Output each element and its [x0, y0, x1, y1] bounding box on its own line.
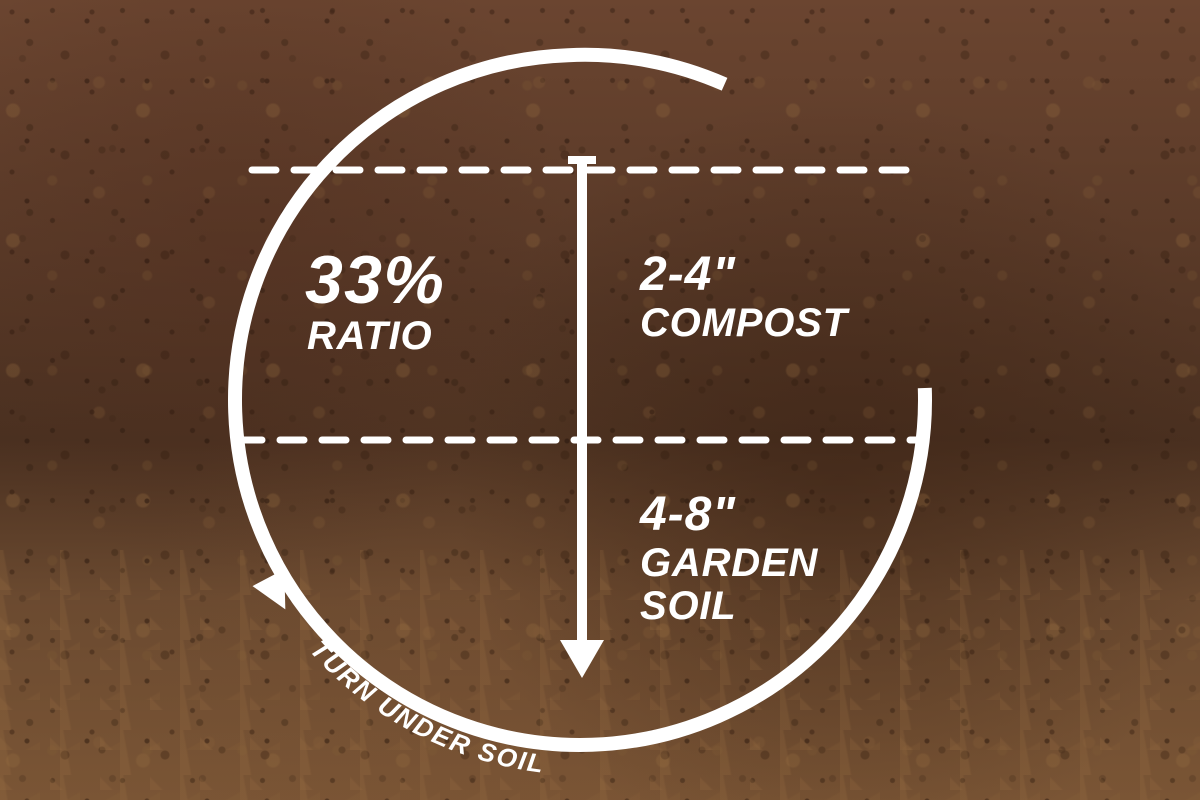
turn-under-soil-text: TURN UNDER SOIL [304, 634, 547, 779]
curved-text-svg: TURN UNDER SOIL [0, 0, 1200, 800]
